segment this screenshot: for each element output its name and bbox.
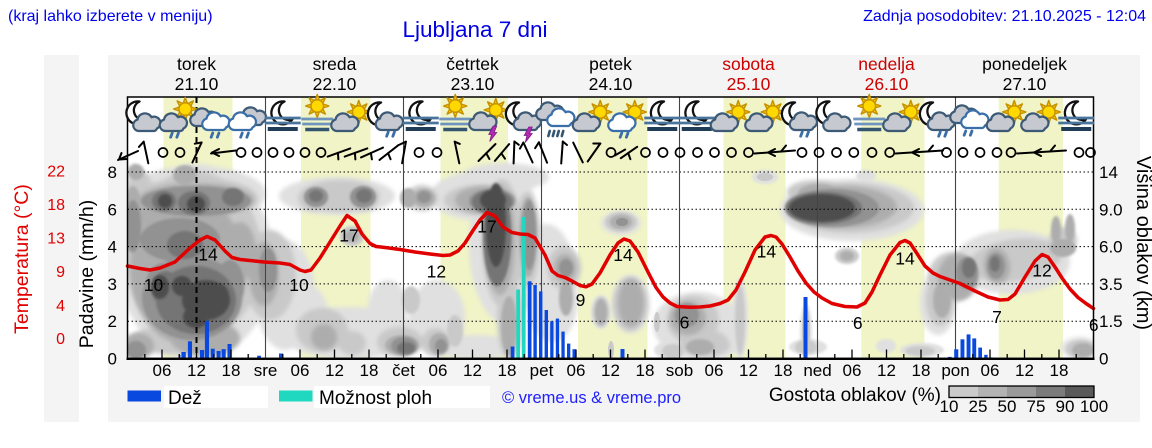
- svg-text:2: 2: [108, 312, 117, 331]
- svg-text:0: 0: [108, 350, 117, 369]
- svg-text:14: 14: [757, 242, 777, 262]
- svg-text:06: 06: [429, 361, 448, 380]
- svg-text:Zadnja posodobitev: 21.10.2025: Zadnja posodobitev: 21.10.2025 - 12:04: [863, 8, 1146, 25]
- svg-text:četrtek: četrtek: [446, 54, 499, 74]
- svg-text:Gostota oblakov (%): Gostota oblakov (%): [769, 385, 941, 406]
- svg-text:nedelja: nedelja: [858, 54, 915, 74]
- svg-text:12: 12: [1032, 260, 1051, 280]
- svg-text:4: 4: [108, 238, 117, 257]
- svg-text:9.0: 9.0: [1099, 200, 1123, 219]
- svg-text:21.10: 21.10: [175, 74, 219, 94]
- svg-text:torek: torek: [177, 54, 216, 74]
- svg-text:9: 9: [576, 290, 586, 310]
- svg-text:3.5: 3.5: [1099, 275, 1123, 294]
- svg-text:petek: petek: [589, 54, 632, 74]
- svg-text:3: 3: [108, 275, 117, 294]
- svg-text:9: 9: [56, 264, 65, 281]
- svg-text:© vreme.us & vreme.pro: © vreme.us & vreme.pro: [502, 389, 681, 407]
- svg-text:12: 12: [601, 361, 620, 380]
- svg-text:10: 10: [144, 275, 164, 295]
- svg-text:sobota: sobota: [722, 54, 775, 74]
- svg-text:6: 6: [680, 313, 690, 333]
- svg-text:17: 17: [339, 226, 358, 246]
- svg-text:čet: čet: [392, 361, 415, 380]
- svg-text:06: 06: [567, 361, 586, 380]
- svg-text:06: 06: [291, 361, 310, 380]
- svg-text:06: 06: [153, 361, 172, 380]
- svg-text:14: 14: [613, 245, 633, 265]
- svg-text:ponedeljek: ponedeljek: [982, 54, 1067, 74]
- svg-text:12: 12: [463, 361, 482, 380]
- svg-text:24.10: 24.10: [589, 74, 633, 94]
- svg-text:18: 18: [498, 361, 517, 380]
- svg-text:8: 8: [108, 163, 117, 182]
- svg-text:18: 18: [636, 361, 655, 380]
- svg-text:7: 7: [992, 307, 1002, 327]
- svg-text:18: 18: [360, 361, 379, 380]
- svg-text:6.0: 6.0: [1099, 238, 1123, 257]
- svg-text:0: 0: [1099, 350, 1108, 369]
- svg-text:22.10: 22.10: [313, 74, 357, 94]
- svg-text:27.10: 27.10: [1003, 74, 1047, 94]
- svg-text:23.10: 23.10: [451, 74, 495, 94]
- svg-text:18: 18: [47, 197, 65, 214]
- svg-text:75: 75: [1027, 397, 1046, 416]
- svg-text:14: 14: [1099, 163, 1118, 182]
- svg-text:pon: pon: [941, 361, 969, 380]
- svg-text:25.10: 25.10: [727, 74, 771, 94]
- svg-text:sreda: sreda: [313, 54, 357, 74]
- svg-text:17: 17: [477, 217, 496, 237]
- svg-text:6: 6: [853, 313, 863, 333]
- svg-text:18: 18: [912, 361, 931, 380]
- svg-text:12: 12: [427, 262, 446, 282]
- svg-text:Ljubljana 7 dni: Ljubljana 7 dni: [402, 17, 547, 42]
- svg-text:Temperatura (°C): Temperatura (°C): [11, 184, 33, 334]
- svg-text:25: 25: [969, 397, 988, 416]
- svg-text:22: 22: [47, 164, 65, 181]
- svg-text:4: 4: [56, 298, 65, 315]
- svg-text:18: 18: [774, 361, 793, 380]
- svg-text:06: 06: [705, 361, 724, 380]
- svg-text:12: 12: [739, 361, 758, 380]
- svg-text:50: 50: [998, 397, 1017, 416]
- svg-text:06: 06: [981, 361, 1000, 380]
- svg-text:18: 18: [222, 361, 241, 380]
- svg-text:10: 10: [289, 275, 309, 295]
- svg-text:10: 10: [940, 397, 959, 416]
- svg-text:Višina oblakov (km): Višina oblakov (km): [1132, 156, 1152, 330]
- svg-text:0: 0: [56, 331, 65, 348]
- svg-text:12: 12: [877, 361, 896, 380]
- svg-text:(kraj lahko izberete v meniju): (kraj lahko izberete v meniju): [8, 8, 213, 25]
- svg-text:1.5: 1.5: [1099, 312, 1123, 331]
- svg-text:90: 90: [1056, 397, 1075, 416]
- svg-text:12: 12: [187, 361, 206, 380]
- svg-text:06: 06: [843, 361, 862, 380]
- svg-text:12: 12: [1015, 361, 1034, 380]
- svg-text:sre: sre: [254, 361, 278, 380]
- svg-text:14: 14: [895, 249, 915, 269]
- svg-text:sob: sob: [666, 361, 693, 380]
- svg-text:Padavine (mm/h): Padavine (mm/h): [76, 200, 98, 348]
- svg-text:6: 6: [108, 200, 117, 219]
- svg-text:13: 13: [47, 231, 65, 248]
- svg-text:Dež: Dež: [168, 388, 202, 409]
- svg-text:14: 14: [198, 245, 218, 265]
- svg-text:12: 12: [325, 361, 344, 380]
- svg-text:Možnost ploh: Možnost ploh: [319, 388, 432, 409]
- svg-text:18: 18: [1050, 361, 1069, 380]
- svg-text:100: 100: [1080, 397, 1108, 416]
- svg-text:pet: pet: [530, 361, 554, 380]
- svg-text:ned: ned: [803, 361, 831, 380]
- svg-text:26.10: 26.10: [865, 74, 909, 94]
